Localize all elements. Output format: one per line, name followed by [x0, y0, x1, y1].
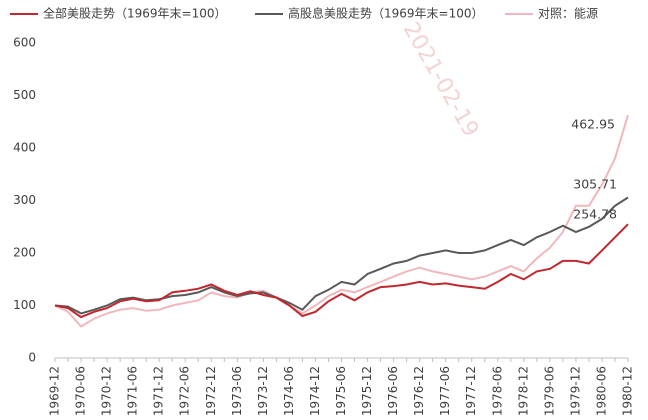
y-tick-label: 600 — [13, 36, 36, 50]
legend-label: 全部美股走势（1969年末=100） — [43, 6, 227, 21]
x-tick-label: 1976-12 — [412, 366, 426, 416]
y-tick-label: 400 — [13, 141, 36, 155]
value-label: 254.78 — [573, 207, 617, 222]
legend-label: 高股息美股走势（1969年末=100） — [288, 6, 484, 21]
x-tick-label: 1972-06 — [178, 366, 192, 416]
x-tick-label: 1972-12 — [204, 366, 218, 416]
x-tick-label: 1974-06 — [282, 366, 296, 416]
x-tick-label: 1976-06 — [386, 366, 400, 416]
watermark: 2021-02-19 — [398, 18, 484, 141]
y-tick-label: 300 — [13, 193, 36, 207]
x-tick-label: 1977-12 — [464, 366, 478, 416]
y-tick-label: 500 — [13, 88, 36, 102]
x-tick-label: 1979-06 — [542, 366, 556, 416]
x-tick-label: 1978-06 — [490, 366, 504, 416]
series-line — [54, 196, 629, 315]
x-tick-label: 1971-12 — [152, 366, 166, 416]
legend-label: 对照：能源 — [538, 7, 598, 21]
y-tick-label: 0 — [28, 351, 36, 365]
x-tick-label: 1970-06 — [74, 366, 88, 416]
value-label: 305.71 — [573, 177, 617, 192]
y-tick-label: 200 — [13, 246, 36, 260]
series-line — [54, 114, 629, 328]
x-tick-label: 1979-12 — [568, 366, 582, 416]
x-tick-label: 1969-12 — [48, 366, 62, 416]
x-tick-label: 1974-12 — [308, 366, 322, 416]
x-tick-label: 1977-06 — [438, 366, 452, 416]
x-tick-label: 1975-06 — [334, 366, 348, 416]
x-tick-label: 1970-12 — [100, 366, 114, 416]
value-label: 462.95 — [571, 117, 615, 132]
x-tick-label: 1971-06 — [126, 366, 140, 416]
x-tick-label: 1975-12 — [360, 366, 374, 416]
x-tick-label: 1978-12 — [516, 366, 530, 416]
y-tick-label: 100 — [13, 298, 36, 312]
x-tick-label: 1973-06 — [230, 366, 244, 416]
series-line — [54, 223, 629, 319]
x-tick-label: 1980-06 — [594, 366, 608, 416]
x-tick-label: 1980-12 — [621, 366, 635, 416]
x-tick-label: 1973-12 — [256, 366, 270, 416]
